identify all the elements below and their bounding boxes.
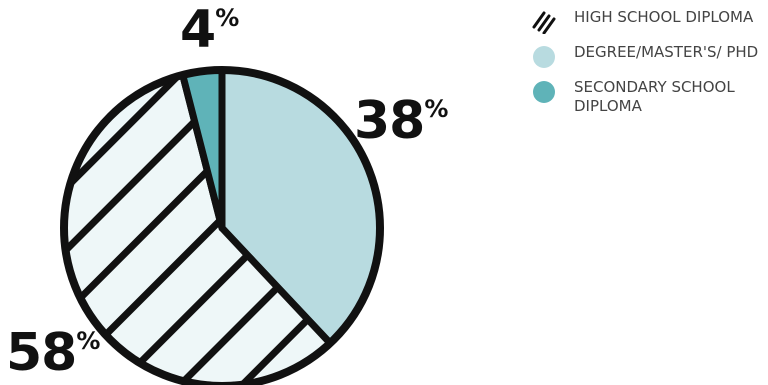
chart-legend: HIGH SCHOOL DIPLOMA DEGREE/MASTER'S/ PHD… <box>532 8 768 132</box>
legend-item-high-school: HIGH SCHOOL DIPLOMA <box>532 8 768 34</box>
legend-label-secondary-school: SECONDARY SCHOOL DIPLOMA <box>574 78 735 115</box>
legend-item-degree: DEGREE/MASTER'S/ PHD <box>532 43 768 68</box>
circle-icon <box>533 46 555 68</box>
legend-item-secondary-school: SECONDARY SCHOOL DIPLOMA <box>532 78 768 116</box>
legend-label-high-school: HIGH SCHOOL DIPLOMA <box>574 8 754 26</box>
slice-label-high-school: 58% <box>6 323 101 383</box>
legend-label-degree: DEGREE/MASTER'S/ PHD <box>574 43 759 61</box>
hatch-icon <box>532 11 556 34</box>
slice-label-secondary-school: 4% <box>180 0 240 60</box>
circle-icon <box>533 81 555 103</box>
pie-outline <box>60 66 384 385</box>
slice-label-degree: 38% <box>354 91 449 151</box>
